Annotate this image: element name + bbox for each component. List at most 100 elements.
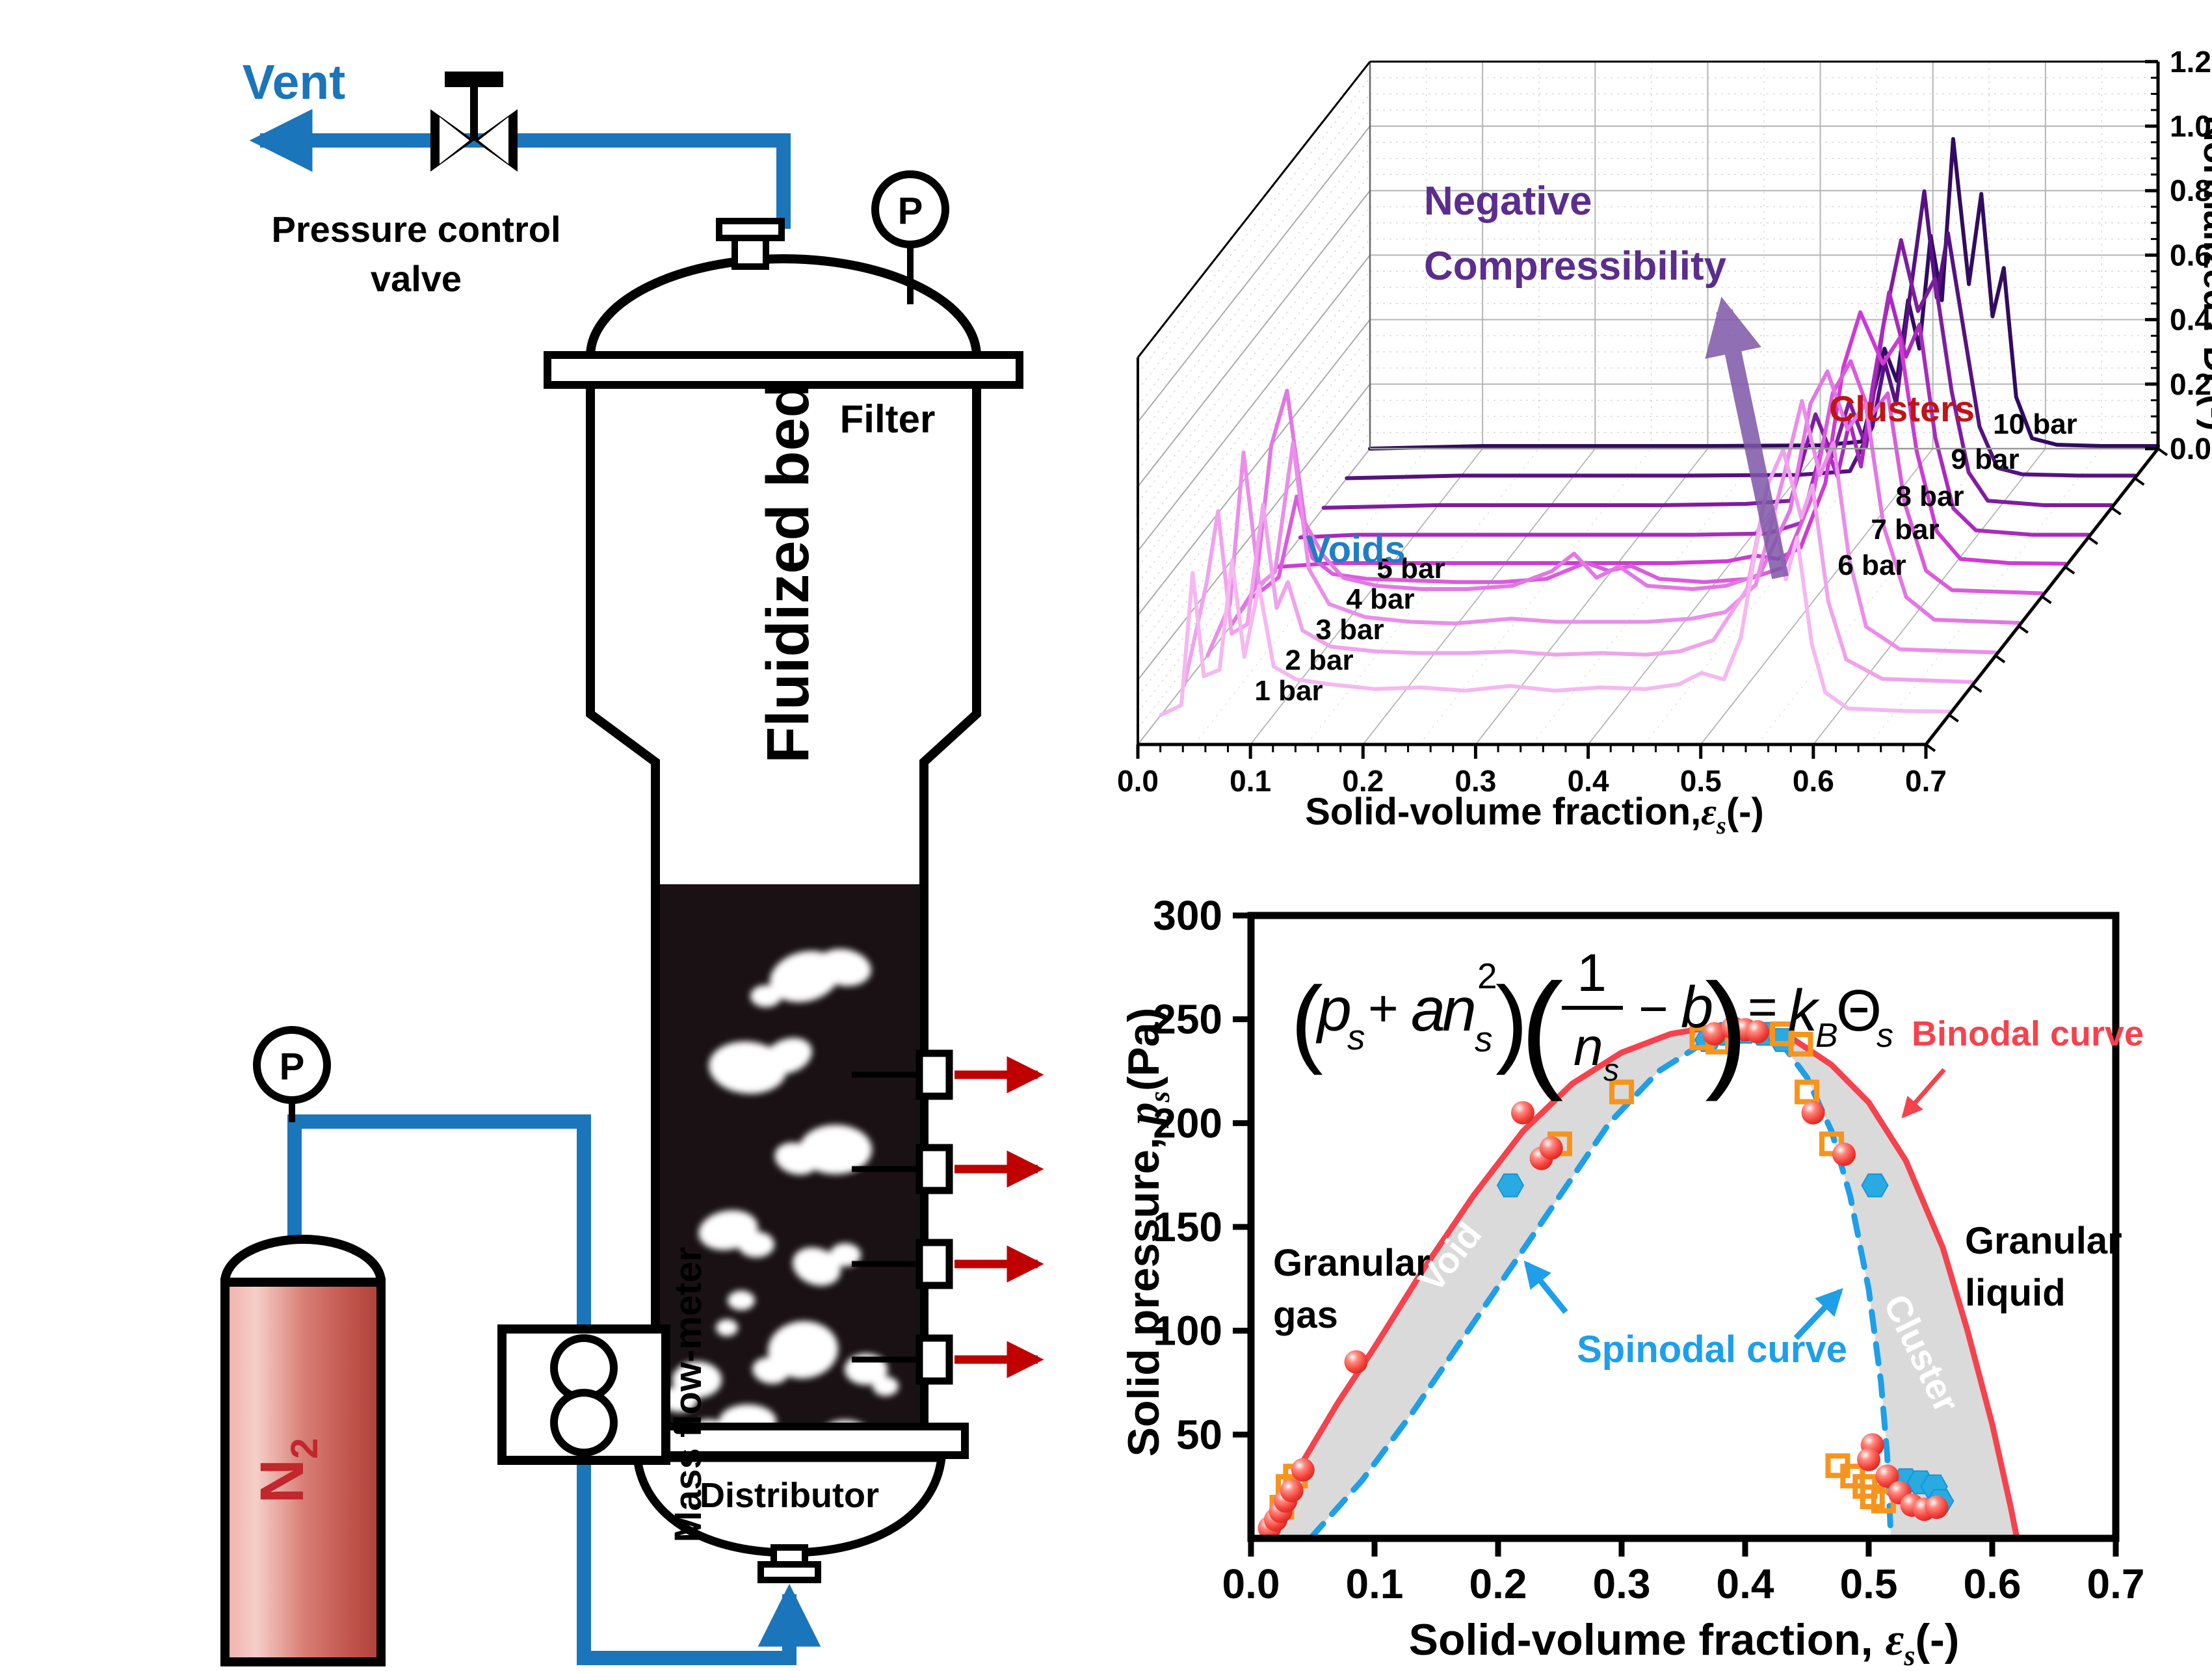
wf-curve-9bar (1345, 189, 2137, 480)
wf-x-tick-label: 0.7 (1905, 764, 1947, 798)
phase-point-sphere (1801, 1101, 1825, 1125)
wf-leftwall-hatchline (1137, 319, 1371, 616)
wf-bar-label: 1 bar (1254, 675, 1323, 707)
pressure-port (852, 1049, 1044, 1100)
wf-leftwall-hatchline (1137, 432, 1371, 729)
waterfall-zaxis-title: Normalized PDF(-) (2196, 115, 2212, 430)
phase-diagram-plot: 0.0 0.1 0.2 0.3 0.4 0.5 0.6 0.7 50 100 150 200 250 30… (1153, 892, 2144, 1607)
wf-z-tick-label: 1.2 (2170, 45, 2211, 79)
wf-z-tick-label: 1.0 (2170, 109, 2211, 143)
svg-text:a: a (1411, 975, 1445, 1044)
phase-x-tick-label: 0.5 (1840, 1560, 1898, 1607)
wf-z-tick-label: 0.6 (2170, 238, 2211, 272)
equation-of-state: ( p s + a n 2 s ) ( 1 n s − b ) = k B Θ … (1291, 943, 1893, 1102)
svg-text:Θ: Θ (1836, 979, 1882, 1044)
wf-floor-gridline (1475, 448, 1709, 745)
wf-floor-gridline (1700, 448, 1934, 745)
pressure-gauge-top: P (871, 170, 949, 304)
pressure-port (852, 1239, 1044, 1289)
wf-z-tick-label: 0.4 (2170, 303, 2211, 337)
wf-z-tick-label: 0.8 (2170, 174, 2211, 207)
wf-leftwall-hatchline (1137, 416, 1371, 713)
phase-point-sphere (1511, 1101, 1534, 1125)
phase-point-square (1788, 1031, 1813, 1057)
phase-x-tick-label: 0.4 (1717, 1560, 1774, 1607)
filter-dome (586, 254, 981, 357)
svg-text:): ) (1705, 957, 1748, 1102)
svg-text:s: s (1603, 1053, 1619, 1088)
pressure-gauge-cylinder: P (253, 1026, 331, 1122)
pressure-ports (852, 1049, 1044, 1385)
phase-y-tick-label: 200 (1153, 1099, 1222, 1146)
pressure-control-valve-label-1: Pressure control (271, 209, 560, 250)
voids-label: Voids (1306, 529, 1406, 571)
wf-x-tick-label: 0.2 (1342, 764, 1384, 798)
wf-curve-1bar (1159, 510, 1951, 717)
fluidized-bed-apparatus-diagram: Vent Pressure control valve P Filter Flu… (220, 55, 1044, 1666)
wf-leftwall-hatchline (1137, 206, 1371, 503)
filter-flange (544, 351, 1023, 389)
wf-leftwall-hatchline (1137, 142, 1371, 439)
wf-bar-label: 8 bar (1895, 480, 1964, 512)
wf-floor-gridline (1362, 448, 1596, 745)
wf-x-tick-label: 0.6 (1793, 764, 1834, 798)
phase-y-tick-label: 250 (1153, 996, 1222, 1043)
wf-leftwall-hatchline (1137, 336, 1371, 632)
svg-text:b: b (1681, 975, 1713, 1040)
wf-floor-gridline (1250, 448, 1483, 745)
wf-depth-tick (2087, 536, 2099, 546)
phase-x-tick-label: 0.6 (1964, 1560, 2021, 1607)
distributor-label: Distributor (700, 1476, 879, 1515)
phase-y-tick-label: 300 (1153, 892, 1222, 939)
pressure-port (852, 1334, 1044, 1385)
granular-gas-label-2: gas (1273, 1294, 1338, 1336)
svg-text:n: n (1442, 975, 1477, 1044)
spinodal-arrow-right (1793, 1287, 1843, 1341)
wf-depth-tick (1925, 743, 1936, 752)
svg-text:s: s (1347, 1017, 1365, 1057)
pressure-control-valve-label-2: valve (371, 258, 462, 299)
mass-flow-meter-icon (497, 1324, 670, 1465)
wf-leftwall-hatchline (1137, 174, 1371, 471)
waterfall-plot: 0.0 0.1 0.2 0.3 0.4 0.5 0.6 0.7 0.0 0.2 0.4 0.6 0.8 1… (1117, 45, 2211, 798)
wf-leftwall-hatchline (1137, 303, 1371, 600)
wf-leftwall-hatchline (1137, 287, 1371, 584)
wf-x-tick-label: 0.0 (1117, 764, 1159, 798)
svg-text:n: n (1573, 1018, 1603, 1077)
wf-bar-label: 10 bar (1993, 408, 2077, 440)
phase-x-tick-label: 0.7 (2087, 1560, 2145, 1607)
spinodal-arrow-left (1523, 1260, 1568, 1314)
wf-x-tick-label: 0.1 (1230, 764, 1271, 798)
wf-leftwall-hatchline (1137, 400, 1371, 696)
supply-pipe (287, 1114, 591, 1329)
top-nozzle-neck (731, 235, 769, 270)
wf-bar-label: 2 bar (1285, 644, 1353, 676)
gauge-p-letter: P (898, 190, 923, 232)
wf-leftwall-hatchline (1137, 77, 1371, 374)
binodal-curve-label: Binodal curve (1912, 1014, 2144, 1053)
svg-text:−: − (1639, 980, 1668, 1037)
mass-flow-meter-label: Mass flow-meter (667, 1247, 709, 1542)
pressure-control-valve-icon (430, 72, 518, 172)
waterfall-plot-labels: Negative Compressibility Clusters Voids … (1305, 115, 2212, 839)
bottom-nozzle-cap (757, 1561, 821, 1583)
phase-point-square (1795, 1079, 1819, 1105)
wf-floor-gridline (1587, 448, 1821, 745)
phase-y-tick-label: 50 (1176, 1411, 1222, 1458)
wf-bar-label: 5 bar (1376, 553, 1445, 585)
waterfall-xaxis-title: Solid-volume fraction,εs(-) (1305, 791, 1764, 839)
wf-curve-2bar (1182, 447, 1975, 687)
svg-text:=: = (1748, 978, 1778, 1035)
phase-y-tick-label: 100 (1153, 1308, 1222, 1354)
wf-depth-tick (2134, 477, 2145, 486)
granular-gas-label-1: Granular (1273, 1242, 1430, 1284)
svg-text:+: + (1368, 979, 1399, 1037)
phase-x-tick-label: 0.0 (1222, 1560, 1280, 1607)
negative-compressibility-label-1: Negative (1424, 179, 1592, 224)
fluidized-bed-label: Fluidized bed (755, 381, 821, 763)
wf-bar-label: 3 bar (1315, 614, 1384, 646)
phase-point-sphere (1344, 1350, 1368, 1374)
granular-liquid-label-1: Granular (1965, 1220, 2122, 1262)
n2-cylinder: N2 (220, 1235, 386, 1666)
